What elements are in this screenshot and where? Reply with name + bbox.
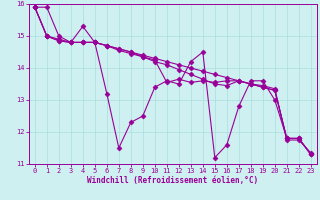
X-axis label: Windchill (Refroidissement éolien,°C): Windchill (Refroidissement éolien,°C) — [87, 176, 258, 185]
